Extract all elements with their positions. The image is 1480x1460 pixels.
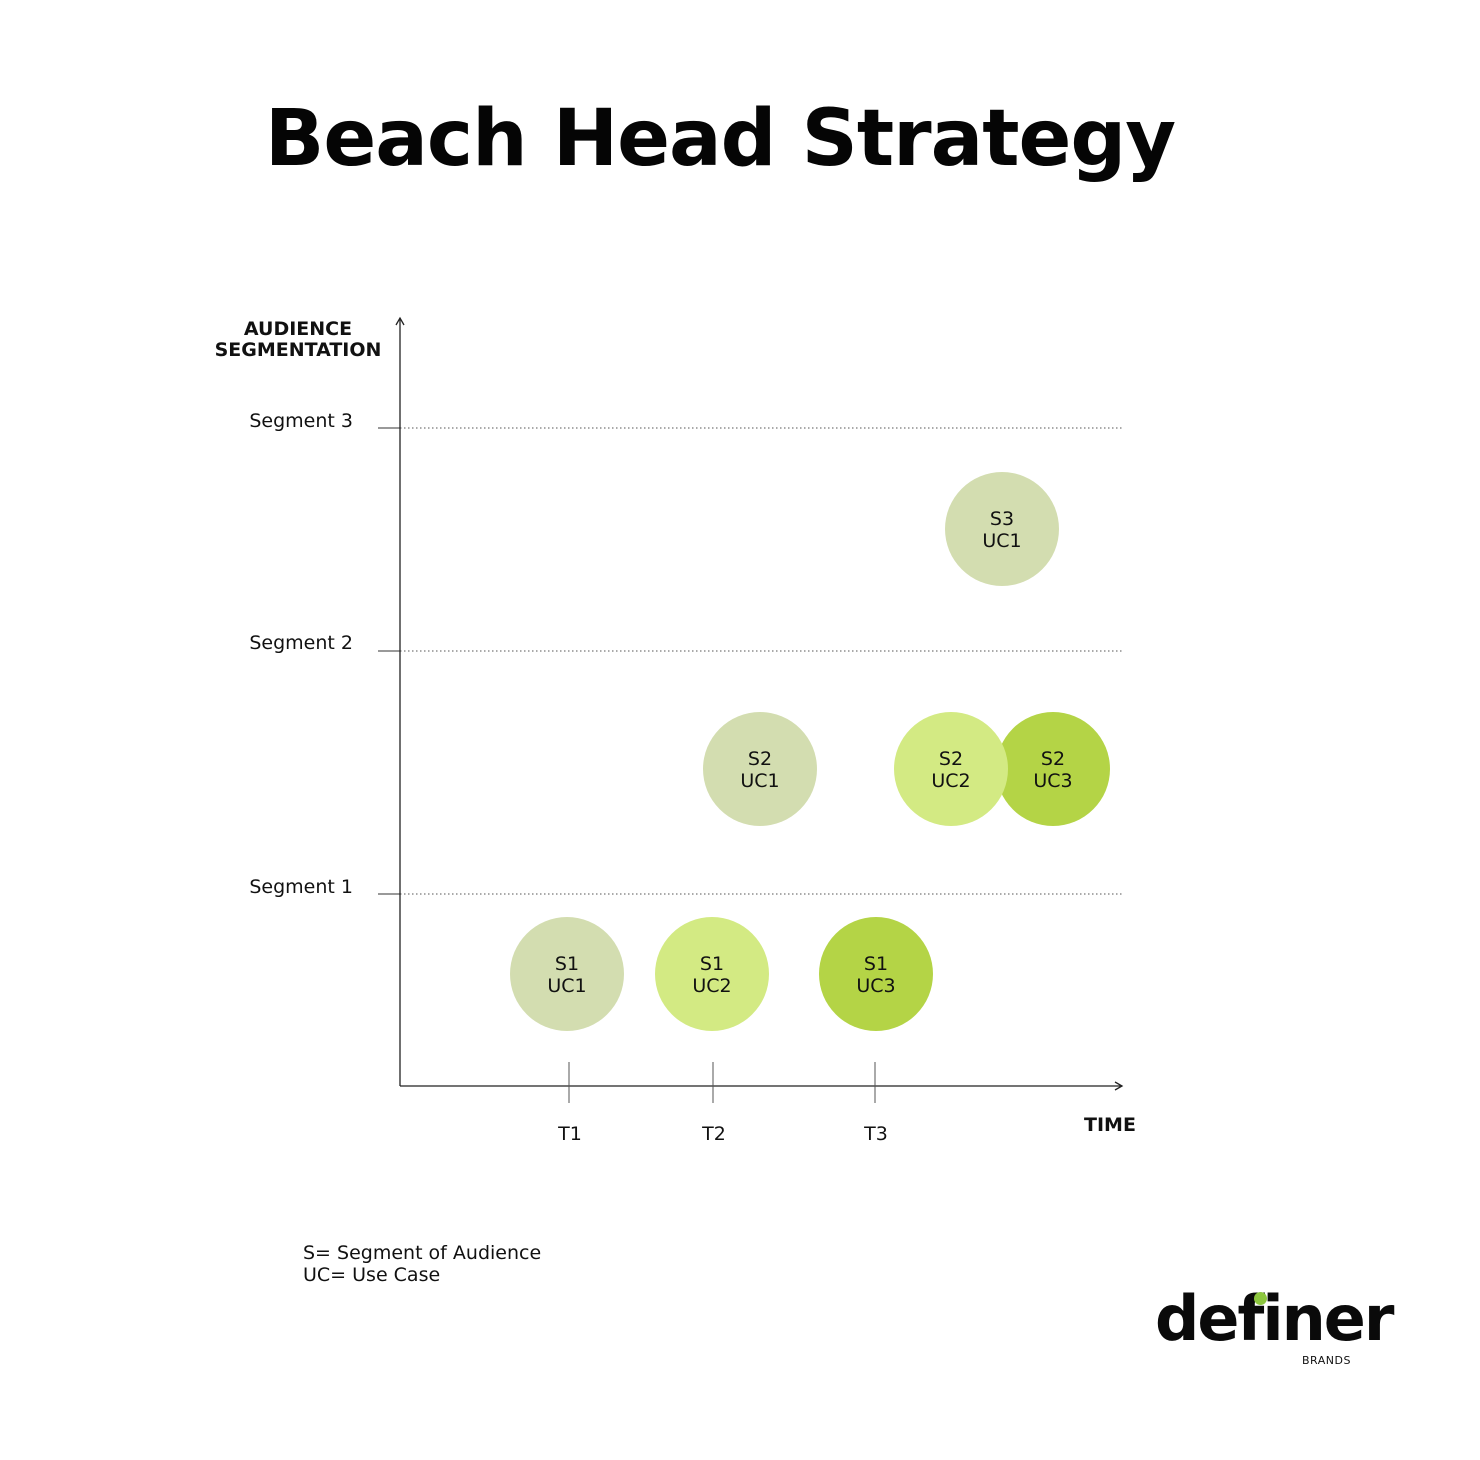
time-ticks: T1 T2 T3 (557, 1062, 888, 1145)
logo-dot-icon (1254, 1292, 1267, 1305)
y-axis-label-line2: SEGMENTATION (215, 339, 382, 361)
node-use-case-label: UC2 (931, 770, 970, 792)
axes (395, 316, 1124, 1091)
node-use-case-label: UC2 (692, 975, 731, 997)
segment-label-3: Segment 3 (249, 410, 353, 432)
node-circle (945, 472, 1059, 586)
time-tick-label-T2: T2 (701, 1123, 726, 1145)
node-circle (819, 917, 933, 1031)
node-segment-label: S3 (990, 508, 1014, 530)
time-tick-label-T3: T3 (863, 1123, 888, 1145)
logo-wordmark: definer (1155, 1282, 1394, 1355)
segment-label-2: Segment 2 (249, 632, 353, 654)
segment-label-1: Segment 1 (249, 876, 353, 898)
node-segment-label: S1 (864, 953, 888, 975)
definer-brands-logo: definer BRANDS (1155, 1288, 1394, 1378)
page-title: Beach Head Strategy (264, 94, 1176, 184)
legend: S= Segment of Audience UC= Use Case (303, 1242, 541, 1286)
node-circle (655, 917, 769, 1031)
node-circle (996, 712, 1110, 826)
node-circle (894, 712, 1008, 826)
node-use-case-label: UC3 (856, 975, 895, 997)
segment-gridlines: Segment 3 Segment 2 Segment 1 (249, 410, 1122, 898)
node-segment-label: S2 (939, 748, 963, 770)
logo-subtitle: BRANDS (1302, 1354, 1351, 1367)
legend-item-segment: S= Segment of Audience (303, 1242, 542, 1264)
y-axis-arrow-icon (395, 316, 405, 326)
node-use-case-label: UC1 (982, 530, 1021, 552)
node-segment-label: S2 (748, 748, 772, 770)
legend-item-use-case: UC= Use Case (303, 1264, 441, 1286)
x-axis-label: TIME (1084, 1114, 1136, 1136)
node-segment-label: S1 (555, 953, 579, 975)
node-circle (510, 917, 624, 1031)
node-use-case-label: UC1 (740, 770, 779, 792)
x-axis-arrow-icon (1114, 1081, 1124, 1091)
node-segment-label: S1 (700, 953, 724, 975)
node-use-case-label: UC3 (1033, 770, 1072, 792)
node-circle (703, 712, 817, 826)
time-tick-label-T1: T1 (557, 1123, 582, 1145)
y-axis-label-line1: AUDIENCE (244, 318, 352, 340)
node-segment-label: S2 (1041, 748, 1065, 770)
node-use-case-label: UC1 (547, 975, 586, 997)
